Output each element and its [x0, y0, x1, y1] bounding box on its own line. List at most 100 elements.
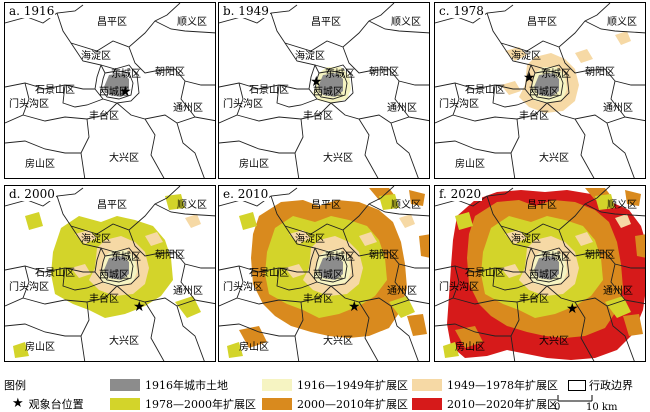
- district-label-fengtai: 丰台区: [519, 294, 549, 305]
- panel-label: b. 1949: [222, 4, 270, 18]
- district-label-haidian: 海淀区: [81, 51, 111, 62]
- panel-label: d. 2000: [8, 187, 56, 201]
- district-boundary: [500, 225, 536, 257]
- district-boundary: [276, 84, 318, 108]
- district-label-dongcheng: 东城区: [541, 252, 571, 263]
- urban-1916-area: [318, 256, 343, 280]
- district-label-shunyi: 顺义区: [391, 17, 421, 28]
- district-label-daxing: 大兴区: [539, 336, 569, 347]
- legend-item-observatory: ★ 观象台位置: [12, 396, 84, 412]
- district-boundary: [284, 42, 320, 74]
- district-label-tongzhou: 通州区: [387, 103, 417, 114]
- district-boundary: [606, 305, 635, 361]
- district-label-dongcheng: 东城区: [111, 252, 141, 263]
- district-boundary: [510, 118, 520, 178]
- district-boundary: [5, 265, 30, 307]
- district-boundary: [94, 64, 140, 104]
- district-label-shijingshan: 石景山区: [249, 85, 289, 96]
- district-boundary: [435, 140, 511, 154]
- district-boundary: [180, 80, 196, 118]
- district-boundary: [70, 225, 106, 257]
- legend-item-1916-1949: 1916—1949年扩展区: [262, 377, 408, 393]
- district-boundary: [128, 46, 215, 86]
- scale-ten: 10 km: [586, 402, 618, 411]
- district-boundary: [5, 140, 81, 154]
- district-label-daxing: 大兴区: [109, 336, 139, 347]
- swatch-1916: [110, 379, 140, 391]
- map-panel-2000: ★ d. 2000 昌平区 顺义区 海淀区 朝阳区 东城区 西城区 石景山区 门头沟区 丰台区 通…: [4, 185, 216, 362]
- district-label-fangshan: 房山区: [25, 342, 55, 353]
- district-boundary: [236, 285, 332, 305]
- swatch-2000-2010: [262, 398, 292, 410]
- district-boundary: [70, 42, 106, 74]
- district-boundary: [358, 301, 379, 361]
- district-label-fengtai: 丰台区: [89, 111, 119, 122]
- legend-label: 1949—1978年扩展区: [447, 379, 558, 392]
- district-boundary: [435, 82, 525, 90]
- district-label-haidian: 海淀区: [511, 51, 541, 62]
- district-boundary: [368, 203, 429, 217]
- panel-label: e. 2010: [222, 187, 270, 201]
- district-label-tongzhou: 通州区: [603, 286, 633, 297]
- district-label-shunyi: 顺义区: [607, 17, 637, 28]
- district-boundary: [144, 118, 165, 178]
- district-boundary: [342, 229, 429, 269]
- district-boundary: [435, 3, 611, 52]
- district-boundary: [22, 285, 118, 305]
- star-icon: ★: [12, 396, 24, 411]
- district-label-fangshan: 房山区: [25, 159, 55, 170]
- district-label-shunyi: 顺义区: [177, 17, 207, 28]
- map-panel-1949: ★ b. 1949 昌平区 顺义区 海淀区 朝阳区 东城区 西城区 石景山区 门头沟区 丰台区 通…: [218, 2, 430, 179]
- swatch-1949-1978: [412, 379, 442, 391]
- district-boundary: [606, 122, 635, 178]
- district-label-daxing: 大兴区: [323, 153, 353, 164]
- district-boundary: [574, 301, 595, 361]
- district-boundary: [610, 263, 626, 301]
- district-label-tongzhou: 通州区: [173, 286, 203, 297]
- observatory-star-icon: ★: [348, 299, 361, 315]
- legend: 图例 1916年城市土地 1916—1949年扩展区 1949—1978年扩展区…: [0, 376, 650, 411]
- legend-item-2000-2010: 2000—2010年扩展区: [262, 396, 408, 412]
- district-boundary: [5, 3, 181, 52]
- swatch-1916-1949: [262, 379, 292, 391]
- panel-label: f. 2020: [438, 187, 483, 201]
- district-label-dongcheng: 东城区: [111, 69, 141, 80]
- district-label-tongzhou: 通州区: [603, 103, 633, 114]
- district-label-changping: 昌平区: [97, 200, 127, 211]
- district-label-dongcheng: 东城区: [541, 69, 571, 80]
- district-label-mentougou: 门头沟区: [223, 99, 263, 110]
- panel-label: c. 1978: [438, 4, 485, 18]
- district-boundary: [236, 102, 332, 122]
- district-label-shunyi: 顺义区: [177, 200, 207, 211]
- district-boundary: [219, 186, 395, 235]
- scale-bar: 0 10 km: [554, 395, 618, 411]
- boundary-swatch: [568, 379, 586, 391]
- district-boundary: [492, 267, 534, 291]
- district-label-changping: 昌平区: [311, 200, 341, 211]
- district-boundary: [62, 84, 104, 108]
- observatory-star-icon: ★: [566, 301, 579, 317]
- district-label-mentougou: 门头沟区: [223, 282, 263, 293]
- district-boundary: [342, 46, 429, 86]
- panel-label: a. 1916: [8, 4, 56, 18]
- district-boundary: [584, 203, 645, 217]
- district-boundary: [276, 267, 318, 291]
- inner-city-boundary: [314, 253, 348, 283]
- district-boundary: [219, 265, 244, 307]
- district-label-xicheng: 西城区: [313, 270, 343, 281]
- district-boundary: [80, 118, 90, 178]
- inner-city-boundary: [530, 70, 564, 100]
- district-label-daxing: 大兴区: [323, 336, 353, 347]
- legend-item-2010-2020: 2010—2020年扩展区: [412, 396, 558, 412]
- district-boundary: [176, 122, 205, 178]
- district-label-xicheng: 西城区: [99, 87, 129, 98]
- district-label-mentougou: 门头沟区: [439, 282, 479, 293]
- district-label-haidian: 海淀区: [295, 51, 325, 62]
- district-label-xicheng: 西城区: [529, 87, 559, 98]
- district-label-chaoyang: 朝阳区: [369, 67, 399, 78]
- district-boundary: [219, 140, 295, 154]
- urban-1916-area: [534, 73, 559, 97]
- district-boundary: [492, 84, 534, 108]
- legend-label: 1916—1949年扩展区: [297, 379, 408, 392]
- district-boundary: [558, 229, 645, 269]
